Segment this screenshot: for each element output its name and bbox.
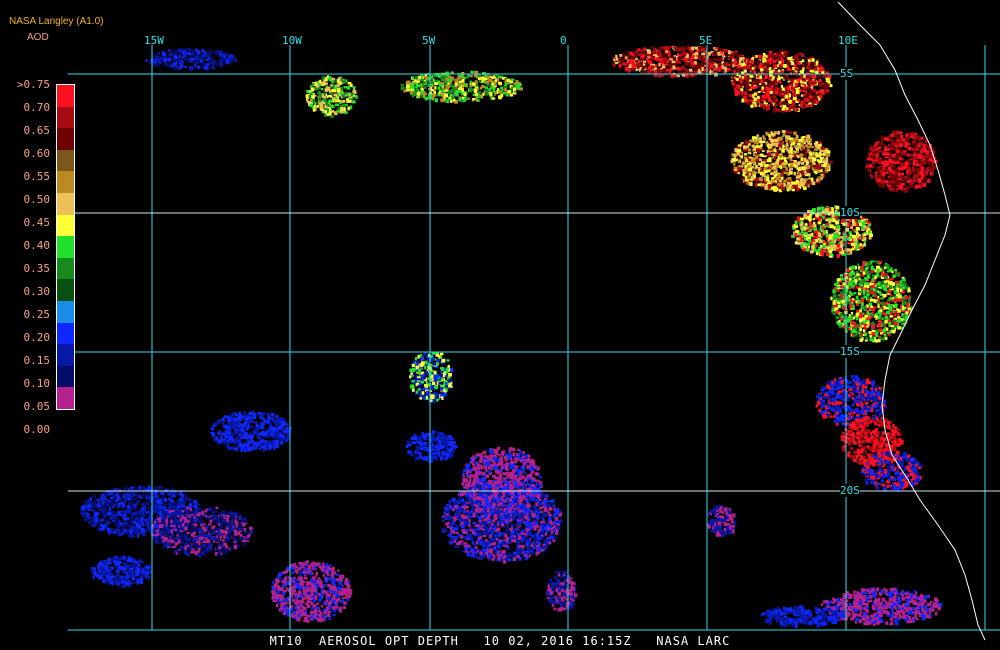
coastline [837,1,986,641]
legend-swatch [57,300,74,323]
latitude-label: 10S [840,206,860,219]
legend-label: >0.75 [16,78,50,91]
legend-swatch [57,106,74,129]
legend-label: 0.40 [23,239,51,252]
longitude-label: 0 [560,34,567,47]
legend-swatch [57,279,74,301]
longitude-label: 15W [144,34,164,47]
legend-label: 0.55 [23,170,51,183]
datetime-label: 10 02, 2016 16:15Z [483,634,632,648]
product-label: MT10 [269,634,303,648]
source-label: NASA LARC [656,634,731,648]
aerosol-retrievals [80,45,943,629]
legend-swatch [57,365,74,388]
legend-swatch [57,149,74,172]
legend-label: 0.05 [23,400,51,413]
legend-label: 0.10 [23,377,51,390]
map-title: NASA Langley (A1.0) [9,16,104,27]
color-legend [56,84,75,410]
legend-swatch [57,322,74,345]
longitude-label: 5E [699,34,713,47]
legend-label: 0.00 [23,423,51,436]
footer-caption: MT10 AEROSOL OPT DEPTH 10 02, 2016 16:15… [0,634,1000,648]
legend-label: 0.70 [23,101,51,114]
legend-label: 0.35 [23,262,51,275]
field-label: AEROSOL OPT DEPTH [319,634,459,648]
latitude-label: 15S [840,345,860,358]
legend-swatch [57,236,74,258]
legend-label: 0.20 [23,331,51,344]
longitude-label: 5W [422,34,436,47]
legend-swatch [57,171,74,193]
legend-label: 0.45 [23,216,51,229]
legend-label: 0.60 [23,147,51,160]
legend-swatch [57,387,74,409]
legend-swatch [57,214,74,237]
legend-label: 0.50 [23,193,51,206]
latitude-label: 20S [840,484,860,497]
latitude-label: 5S [840,67,854,80]
legend-label: 0.30 [23,285,51,298]
legend-swatch [57,85,74,107]
legend-label: 0.25 [23,308,51,321]
legend-swatch [57,192,74,215]
legend-label: 0.15 [23,354,51,367]
legend-swatch [57,344,74,366]
unit-label: AOD [27,32,49,43]
legend-label: 0.65 [23,124,51,137]
longitude-label: 10W [282,34,302,47]
legend-swatch [57,257,74,280]
legend-swatch [57,128,74,150]
longitude-label: 10E [838,34,858,47]
